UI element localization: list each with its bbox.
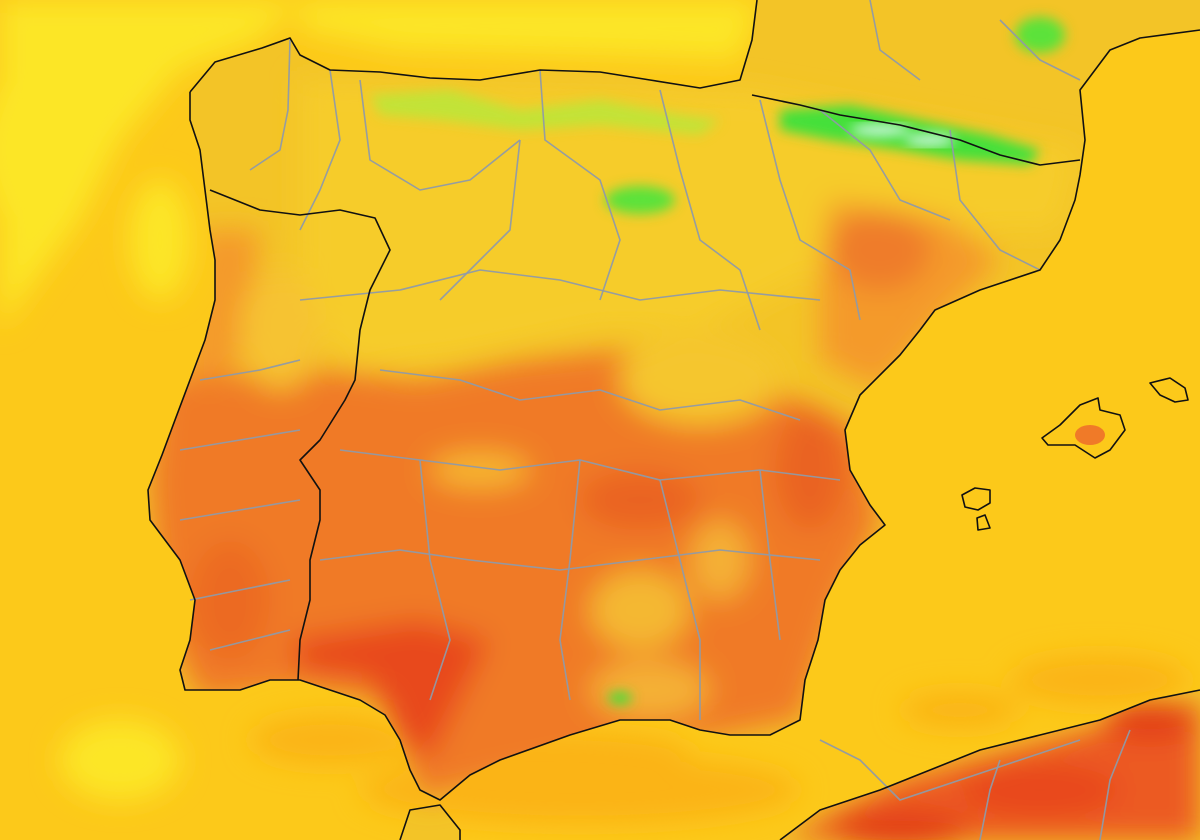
- sea-temperature-patches: [0, 0, 1190, 825]
- province-borders: [179, 0, 1131, 840]
- balearic-islands: [961, 377, 1189, 531]
- coastlines: [147, 0, 1200, 840]
- national-borders: [209, 94, 1081, 681]
